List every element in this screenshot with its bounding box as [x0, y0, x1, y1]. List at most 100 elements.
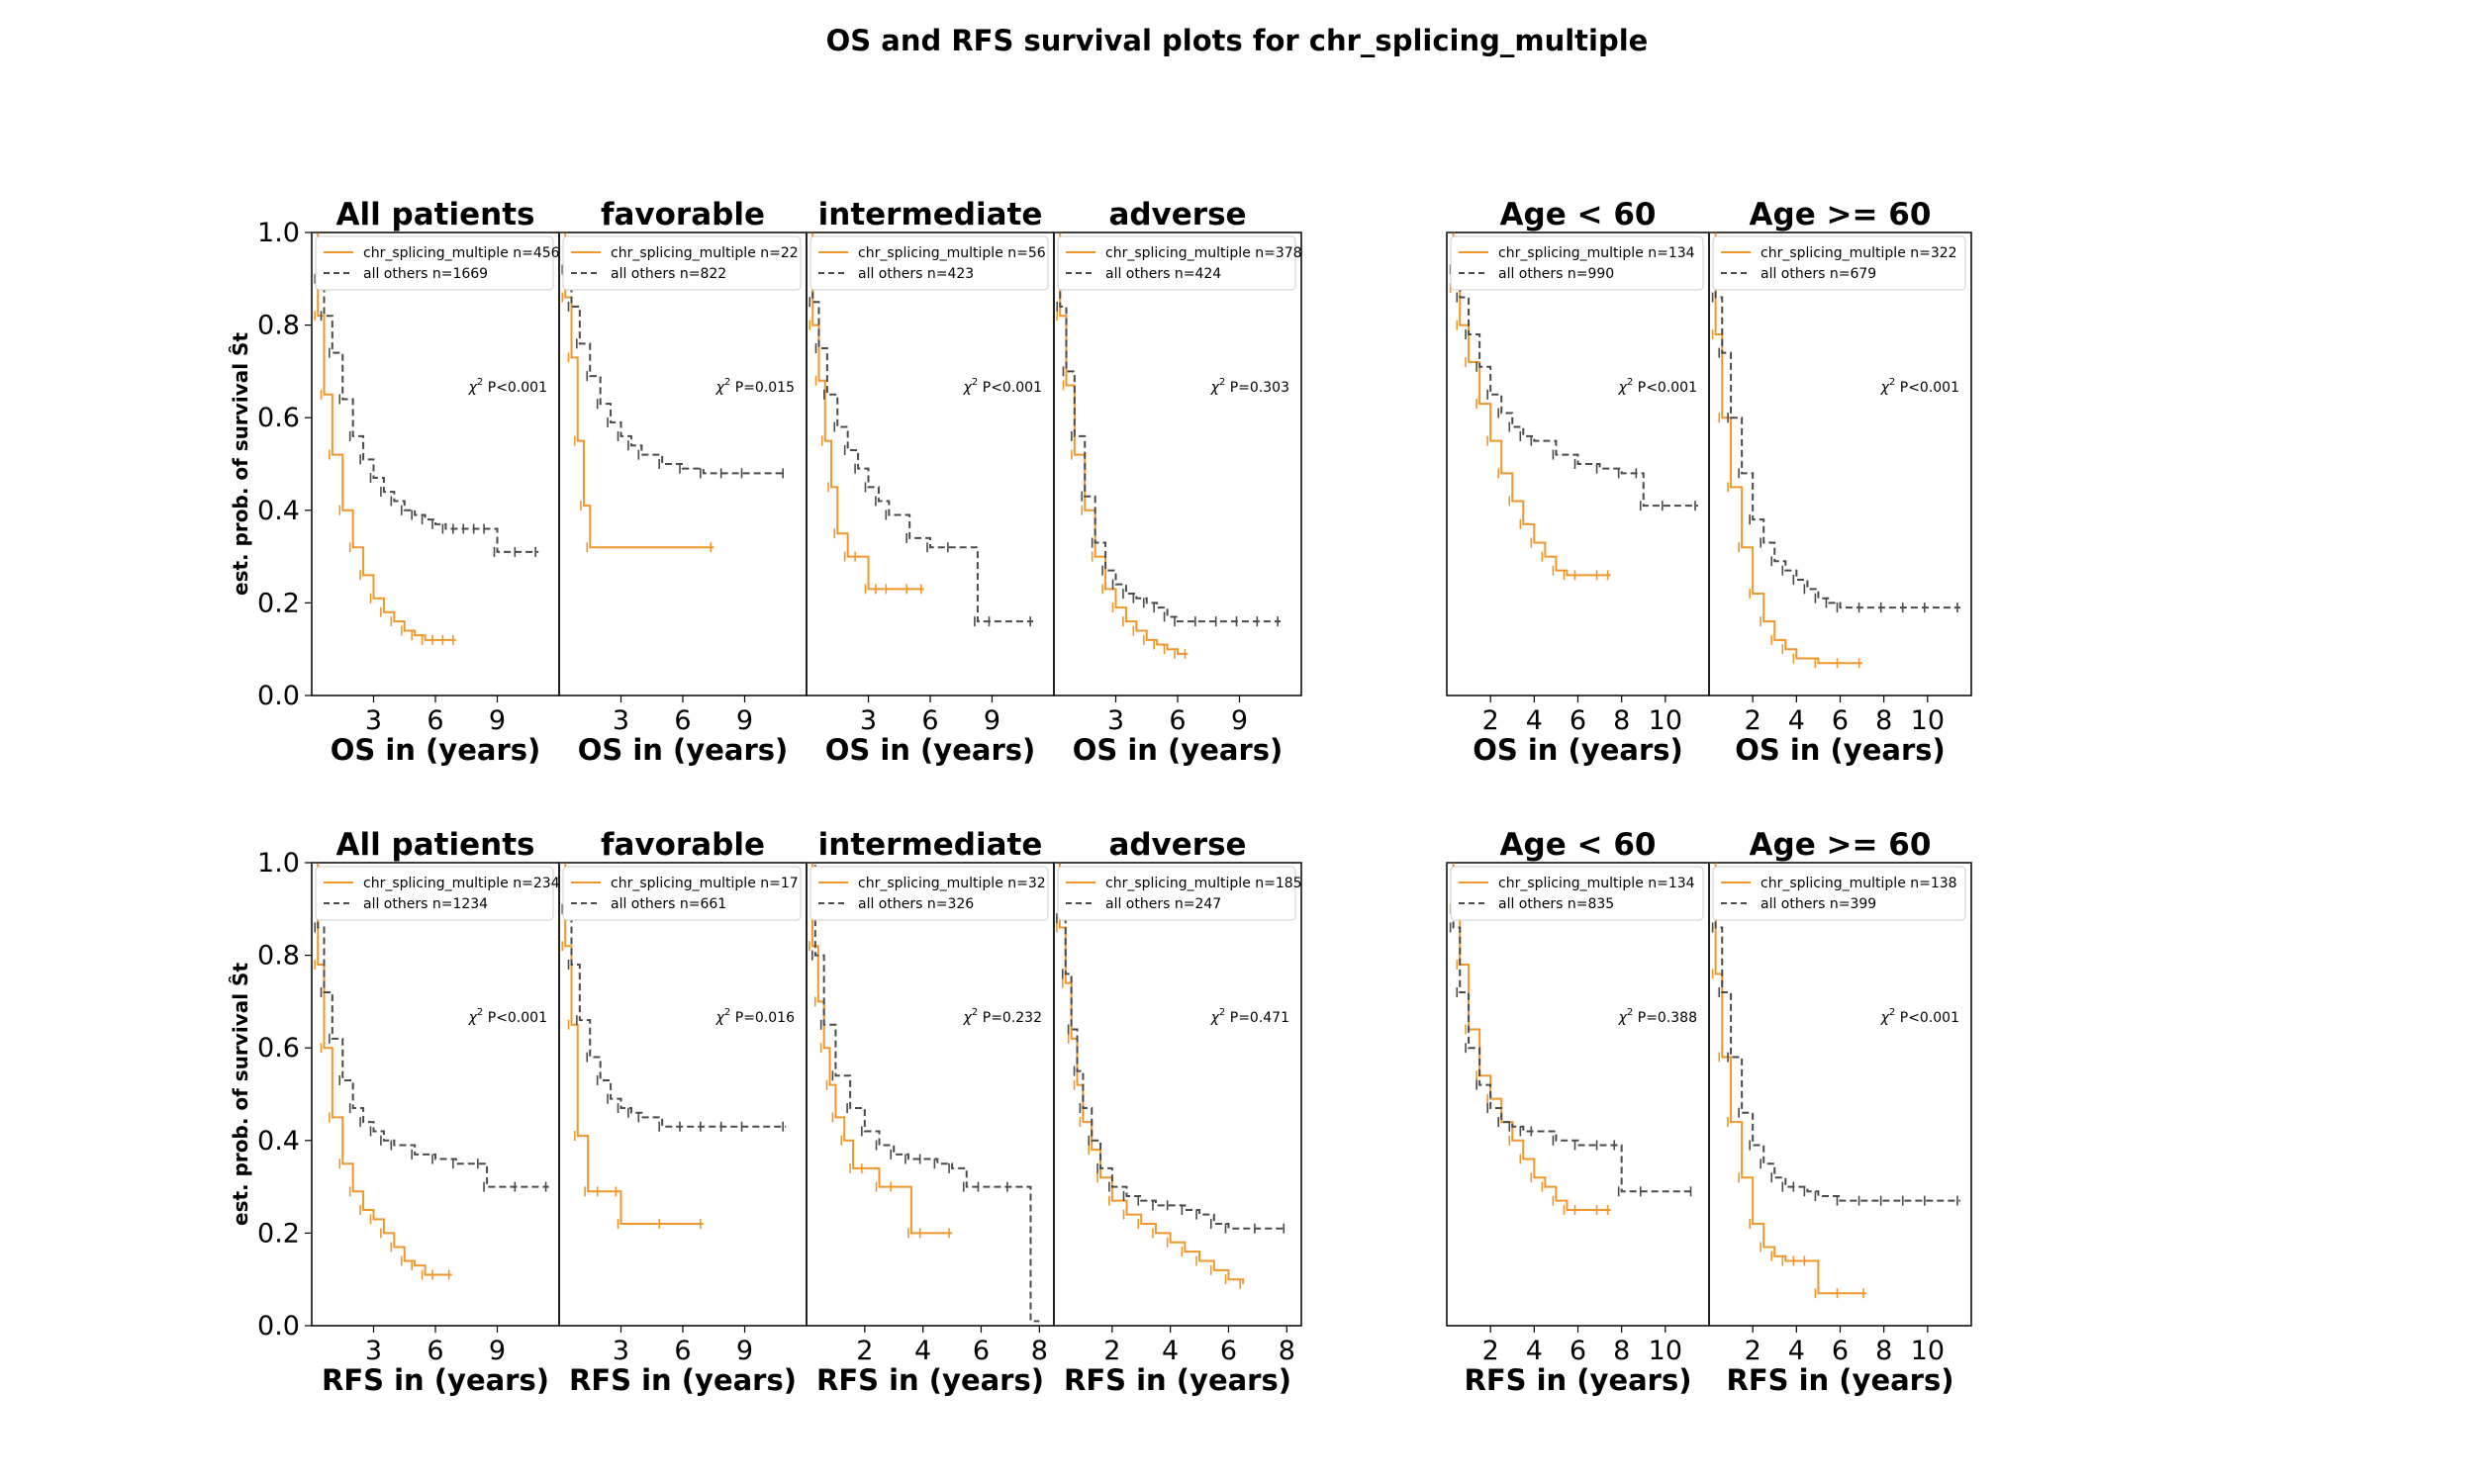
pvalue-annotation: χ2 P=0.016 — [715, 1007, 795, 1026]
panel-frame — [806, 862, 1055, 1327]
x-tick-label: 8 — [1279, 1336, 1295, 1366]
x-tick-label: 9 — [736, 1336, 753, 1366]
legend: chr_splicing_multiple n=134 all others n=… — [1450, 235, 1704, 291]
legend-label: all others n=424 — [1105, 266, 1221, 282]
x-tick-label: 8 — [1875, 705, 1892, 736]
legend-box — [809, 235, 1049, 291]
x-axis-label: OS in (years) — [578, 733, 789, 767]
panel-frame — [311, 862, 560, 1327]
legend-label: all others n=399 — [1760, 896, 1876, 912]
legend-label: all others n=1669 — [363, 266, 488, 282]
y-tick-label: 0.6 — [257, 403, 300, 433]
x-axis-label: OS in (years) — [1735, 733, 1946, 767]
x-tick-label: 3 — [1107, 705, 1124, 736]
panel-rfs-8: intermediate RFS in (years)2 4 6 8 chr_splici… — [806, 827, 1055, 1397]
legend: chr_splicing_multiple n=234 all others n=… — [315, 866, 560, 921]
others-survival-curve — [807, 232, 1034, 623]
x-tick-label: 10 — [1911, 705, 1945, 736]
y-tick-label: 0.6 — [257, 1033, 300, 1064]
x-axis-label: RFS in (years) — [816, 1363, 1044, 1397]
others-survival-curve — [1054, 232, 1282, 623]
legend-label: chr_splicing_multiple n=378 — [1105, 245, 1302, 261]
x-tick-label: 4 — [1788, 1336, 1805, 1366]
mutated-survival-curve — [1709, 862, 1866, 1295]
panel-frame — [558, 862, 808, 1327]
panel-title: intermediate — [818, 827, 1043, 863]
y-tick-label: 0.2 — [257, 588, 300, 618]
x-tick-label: 2 — [1103, 1336, 1120, 1366]
x-tick-label: 6 — [1220, 1336, 1237, 1366]
pvalue-annotation: χ2 P=0.471 — [1210, 1007, 1289, 1026]
panel-title: Age < 60 — [1500, 827, 1657, 863]
x-tick-label: 6 — [1169, 705, 1186, 736]
panel-frame — [1053, 862, 1302, 1327]
x-tick-label: 6 — [1832, 705, 1849, 736]
others-survival-curve — [1709, 232, 1960, 609]
legend-label: all others n=990 — [1498, 266, 1614, 282]
panel-title: Age >= 60 — [1750, 197, 1932, 232]
x-tick-label: 6 — [1570, 1336, 1586, 1366]
x-tick-label: 10 — [1911, 1336, 1945, 1366]
mutated-survival-curve — [559, 862, 704, 1226]
y-tick-label: 0.2 — [257, 1218, 300, 1249]
legend-box — [1057, 235, 1296, 291]
x-tick-label: 8 — [1613, 1336, 1630, 1366]
x-axis-label: RFS in (years) — [569, 1363, 797, 1397]
legend-box — [1450, 866, 1704, 921]
legend-label: chr_splicing_multiple n=22 — [611, 245, 799, 261]
x-tick-label: 2 — [1745, 1336, 1761, 1366]
legend-label: all others n=247 — [1105, 896, 1221, 912]
y-tick-label: 0.4 — [257, 496, 300, 526]
x-axis-label: OS in (years) — [331, 733, 541, 767]
panel-title: favorable — [601, 827, 765, 863]
x-tick-label: 2 — [1482, 1336, 1499, 1366]
panel-rfs-11: Age >= 60 RFS in (years)2 4 6 8 10 chr_splicin… — [1708, 827, 1972, 1397]
legend-box — [562, 235, 802, 291]
pvalue-annotation: χ2 P<0.001 — [1880, 1007, 1959, 1026]
mutated-survival-curve — [312, 232, 456, 641]
y-tick-label: 0.0 — [257, 681, 300, 711]
x-tick-label: 9 — [984, 705, 1000, 736]
x-axis-label: OS in (years) — [825, 733, 1036, 767]
panel-rfs-7: favorable RFS in (years)3 6 9 chr_splicing_m… — [558, 827, 808, 1397]
legend-label: chr_splicing_multiple n=185 — [1105, 876, 1302, 891]
y-axis-label: est. prob. of survival Ŝt — [229, 963, 252, 1226]
x-tick-label: 10 — [1649, 705, 1682, 736]
x-tick-label: 9 — [736, 705, 753, 736]
x-tick-label: 9 — [489, 1336, 506, 1366]
legend-box — [315, 866, 554, 921]
legend: chr_splicing_multiple n=456 all others n=… — [315, 235, 560, 291]
x-tick-label: 6 — [427, 1336, 443, 1366]
y-tick-label: 0.4 — [257, 1126, 300, 1157]
others-survival-curve — [1054, 862, 1287, 1230]
panel-rfs-9: adverse RFS in (years)2 4 6 8 chr_splicing_mu… — [1053, 827, 1302, 1397]
x-tick-label: 9 — [489, 705, 506, 736]
others-survival-curve — [807, 862, 1040, 1323]
panel-title: Age >= 60 — [1750, 827, 1932, 863]
x-axis-label: RFS in (years) — [1464, 1363, 1691, 1397]
others-survival-curve — [312, 232, 539, 553]
x-tick-label: 8 — [1613, 705, 1630, 736]
x-tick-label: 4 — [1788, 705, 1805, 736]
panel-title: favorable — [601, 197, 765, 232]
x-tick-label: 4 — [1526, 705, 1543, 736]
legend-box — [1712, 866, 1966, 921]
legend: chr_splicing_multiple n=56 all others n=4… — [809, 235, 1049, 291]
x-tick-label: 3 — [613, 1336, 629, 1366]
legend-box — [809, 866, 1049, 921]
x-tick-label: 3 — [365, 705, 382, 736]
x-tick-label: 6 — [921, 705, 938, 736]
pvalue-annotation: χ2 P<0.001 — [468, 1007, 547, 1026]
x-tick-label: 6 — [674, 1336, 691, 1366]
legend: chr_splicing_multiple n=134 all others n=… — [1450, 866, 1704, 921]
panel-os-1: favorable OS in (years)3 6 9 chr_splicing_mu… — [558, 197, 808, 767]
mutated-survival-curve — [1447, 232, 1611, 577]
panel-os-3: adverse OS in (years)3 6 9 chr_splicing_mult… — [1053, 197, 1302, 767]
x-tick-label: 2 — [1745, 705, 1761, 736]
legend-label: all others n=1234 — [363, 896, 488, 912]
pvalue-annotation: χ2 P=0.388 — [1618, 1007, 1697, 1026]
others-survival-curve — [312, 862, 549, 1188]
legend-label: chr_splicing_multiple n=456 — [363, 245, 560, 261]
legend-label: chr_splicing_multiple n=322 — [1760, 245, 1957, 261]
x-tick-label: 2 — [1482, 705, 1499, 736]
